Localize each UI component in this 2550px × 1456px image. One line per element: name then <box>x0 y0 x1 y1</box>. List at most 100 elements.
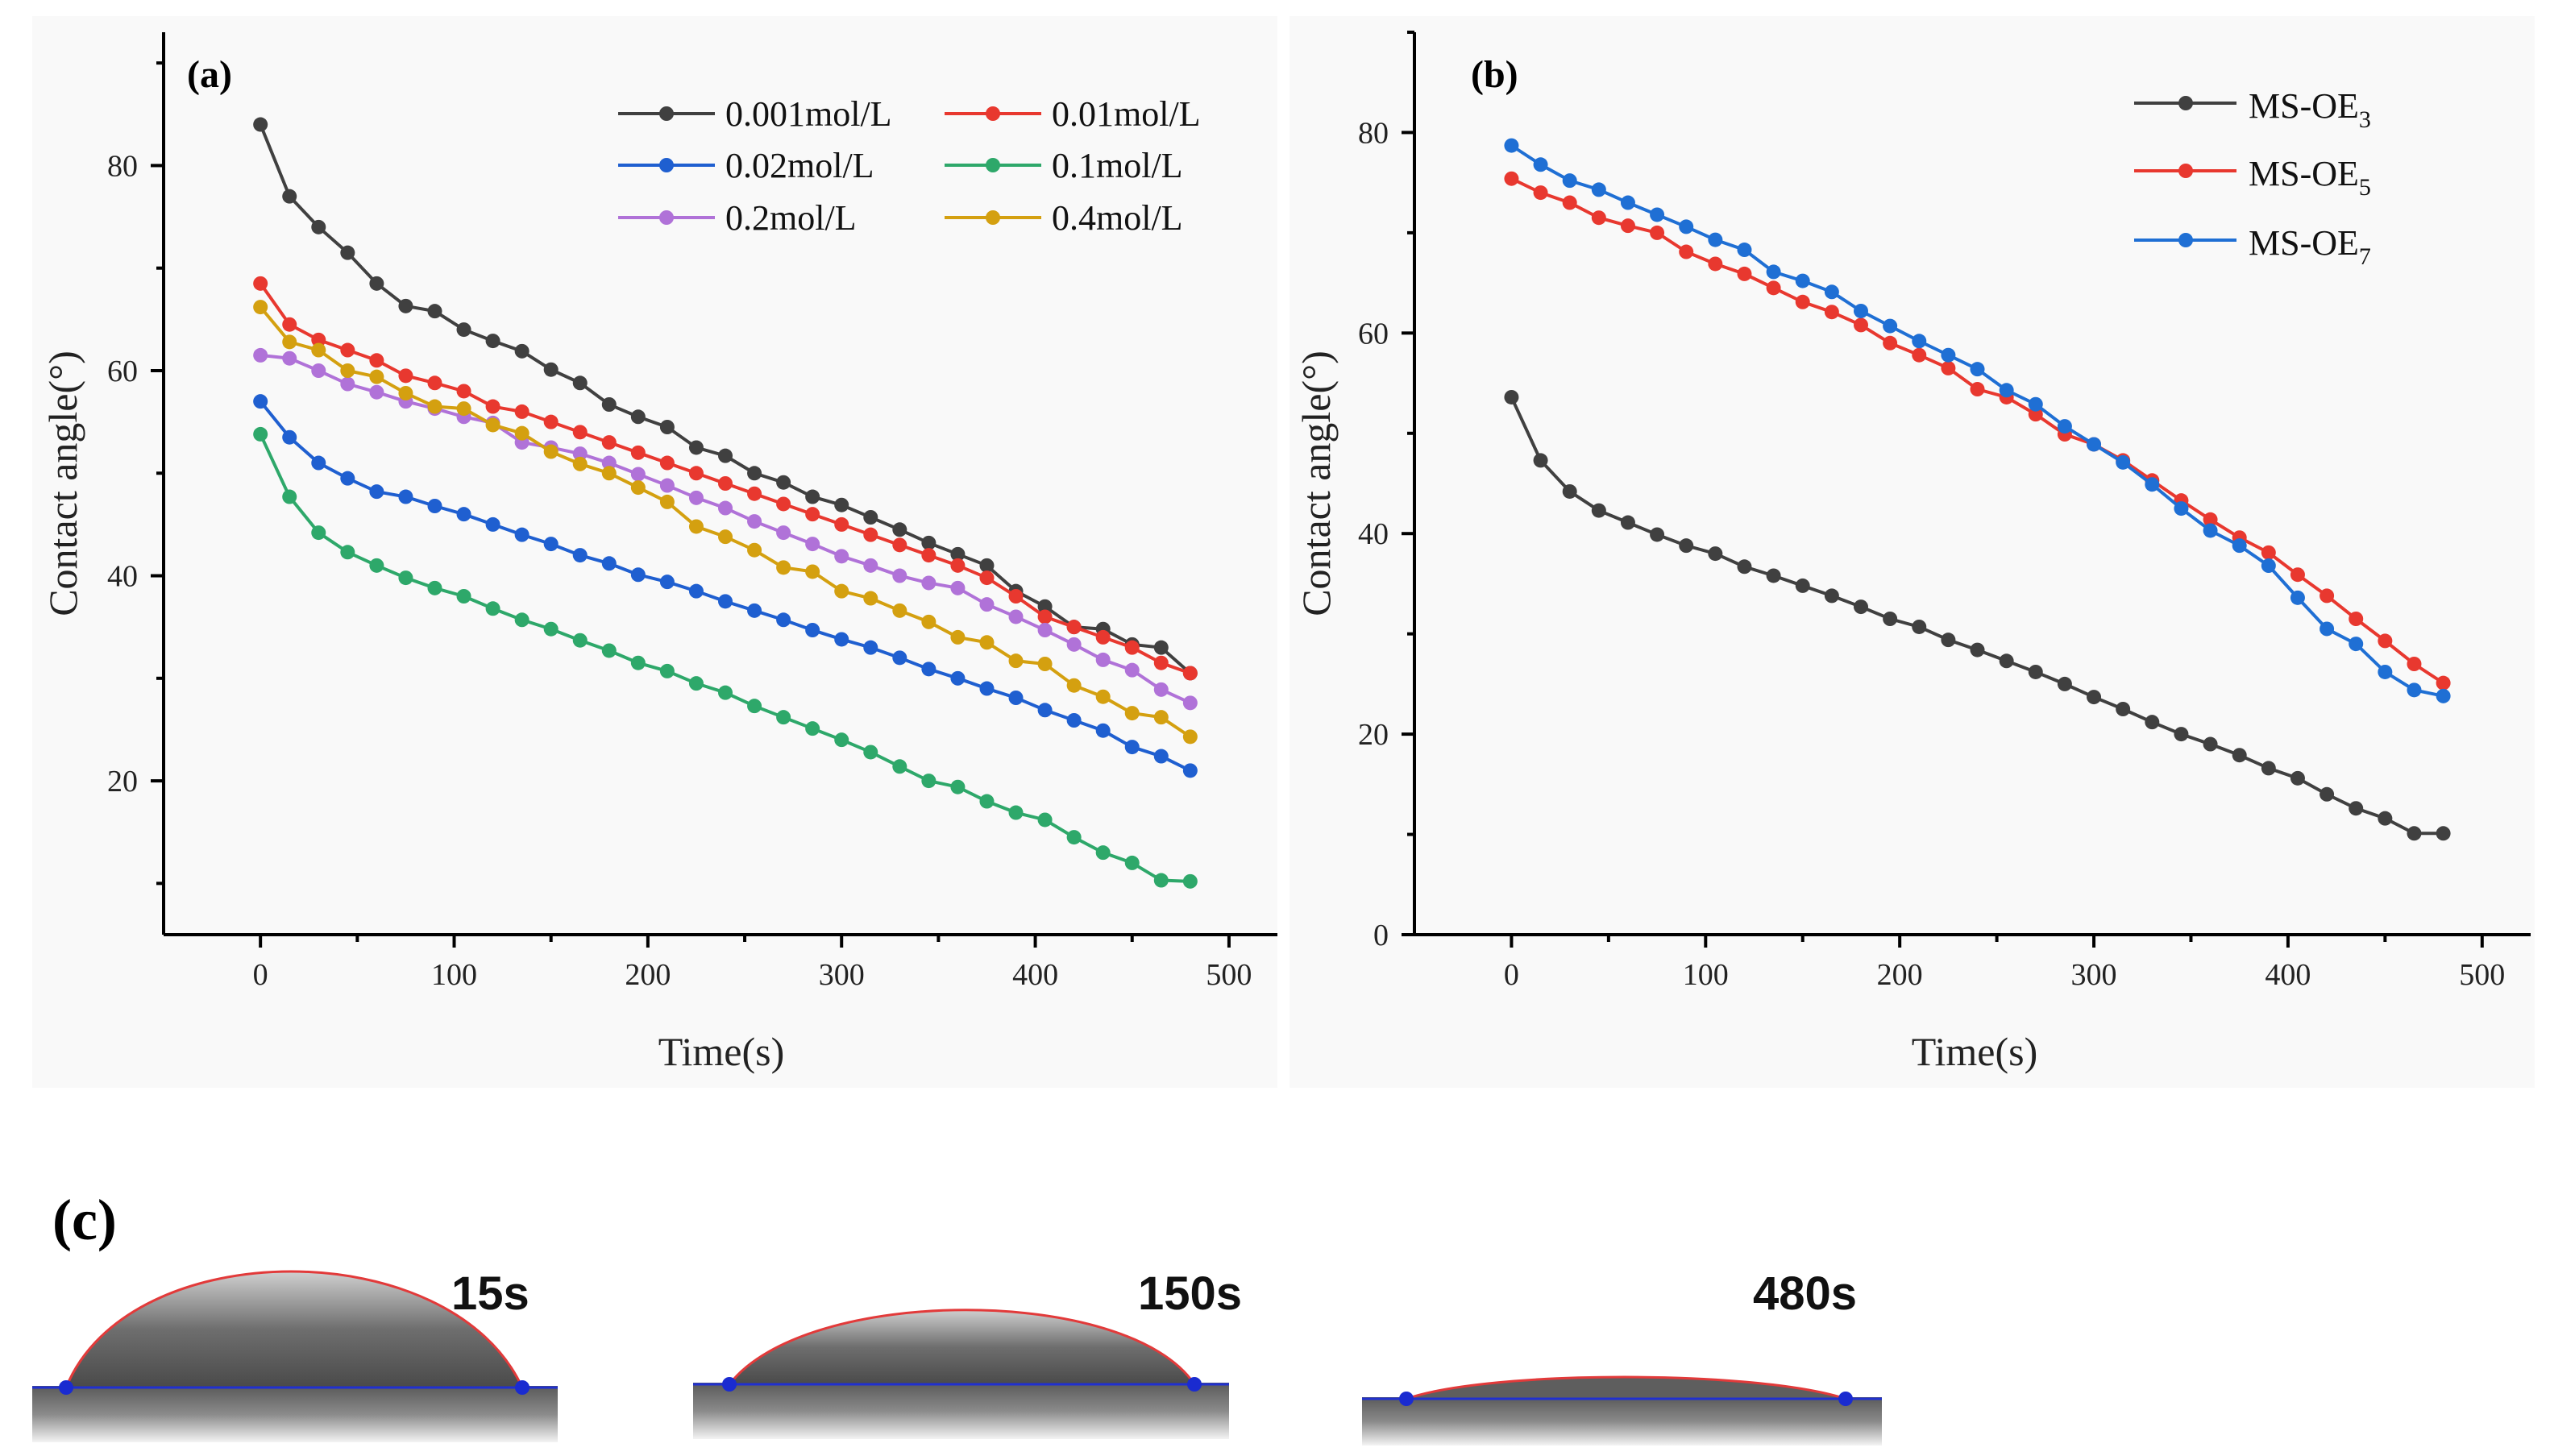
chart-a-data-point <box>1037 609 1053 624</box>
chart-b-data-point <box>1591 210 1606 226</box>
chart-b-data-point <box>1912 334 1927 349</box>
chart-b-data-point <box>2057 419 2072 434</box>
chart-a-data-point <box>398 570 413 586</box>
chart-b-data-point <box>2087 690 2102 705</box>
legend-label: 0.001mol/L <box>725 94 892 134</box>
chart-b-x-tick-label: 0 <box>1504 958 1519 992</box>
chart-a-data-point <box>834 497 849 512</box>
panel-c-label: (c) <box>52 1188 117 1252</box>
chart-a-data-point <box>398 386 413 400</box>
fit-curve <box>728 1309 1196 1385</box>
chart-b-data-point <box>1941 347 1956 363</box>
chart-a-data-point <box>747 542 762 558</box>
chart-b-data-point <box>1883 318 1898 334</box>
chart-a-data-point <box>688 519 704 534</box>
chart-b-data-point <box>1941 633 1956 648</box>
chart-b-data-point <box>2057 676 2072 691</box>
chart-a-data-point <box>921 575 937 591</box>
chart-a-data-point <box>1066 713 1082 728</box>
chart-a-data-point <box>572 375 588 391</box>
chart-b-data-point <box>2320 786 2335 802</box>
chart-a-data-point <box>688 490 704 505</box>
chart-a-y-tick-label: 20 <box>107 765 138 799</box>
chart-a-data-point <box>979 794 995 809</box>
chart-a-x-tick-label: 100 <box>431 958 477 992</box>
panel-a-background <box>32 16 1277 1088</box>
chart-b-data-point <box>2407 826 2422 841</box>
chart-a-data-point <box>340 342 355 358</box>
chart-a-data-point <box>514 612 530 628</box>
legend-marker <box>2178 96 2193 110</box>
time-label: 15s <box>451 1267 530 1320</box>
chart-b-data-point <box>1824 284 1839 300</box>
chart-a-data-point <box>601 643 617 658</box>
chart-b-data-point <box>1999 383 2014 398</box>
chart-b-data-point <box>2232 748 2247 763</box>
chart-b-data-point <box>1504 138 1519 153</box>
chart-a-data-point <box>805 721 820 736</box>
chart-a-legend: 0.001mol/L 0.01mol/L 0.02mol/L 0.1mol/L <box>618 94 1201 238</box>
chart-a-data-point <box>1153 749 1169 764</box>
chart-b-data-point <box>2116 702 2131 716</box>
chart-a-x-tick-label: 300 <box>819 958 865 992</box>
chart-a-data-point <box>834 583 849 599</box>
chart-a-data-point <box>979 681 995 696</box>
chart-b-data-point <box>2174 727 2189 742</box>
chart-b-data-point <box>2261 545 2276 560</box>
chart-a-data-point <box>950 779 966 794</box>
chart-a-data-point <box>747 603 762 618</box>
chart-a-data-point <box>514 404 530 419</box>
chart-b-data-point <box>1679 244 1694 259</box>
chart-b-data-point <box>2378 664 2393 679</box>
chart-a-data-point <box>834 549 849 564</box>
legend-entry-0-01: 0.01mol/L <box>945 94 1201 134</box>
chart-b-data-point <box>1533 185 1548 201</box>
chart-a-data-point <box>456 384 471 399</box>
chart-a-data-point <box>369 369 384 384</box>
chart-b-data-point <box>2028 664 2043 679</box>
contact-point-right <box>1187 1377 1202 1392</box>
legend-marker <box>986 210 1000 225</box>
chart-b-legend: MS-OE3 MS-OE5 MS-OE7 <box>2134 86 2371 270</box>
chart-a-data-point <box>572 456 588 471</box>
chart-a-y-tick-label: 60 <box>107 355 138 388</box>
contact-point-right <box>1838 1392 1853 1406</box>
chart-b-data-point <box>2087 437 2102 452</box>
chart-a-data-point <box>340 376 355 392</box>
chart-b-data-point <box>1504 389 1519 404</box>
chart-a-data-point <box>1008 653 1024 669</box>
chart-a-data-point <box>1124 740 1140 755</box>
chart-b-data-point <box>2407 657 2422 671</box>
chart-a-data-point <box>340 245 355 260</box>
chart-a-data-point <box>1008 805 1024 820</box>
substrate <box>32 1386 558 1442</box>
legend-entry-0-001: 0.001mol/L <box>618 94 892 134</box>
chart-b-x-tick-label: 200 <box>1877 958 1923 992</box>
chart-a-data-point <box>572 633 588 648</box>
chart-a-series-2 <box>253 394 1198 778</box>
chart-a-data-point <box>688 676 704 691</box>
chart-a-data-point <box>1124 662 1140 678</box>
chart-a-data-point <box>863 591 878 606</box>
chart-a-data-point <box>1153 682 1169 697</box>
chart-b-data-point <box>1999 653 2014 669</box>
chart-a-data-point <box>747 466 762 481</box>
chart-a-data-point <box>892 650 907 666</box>
chart-a-data-point <box>1095 629 1111 645</box>
chart-a-data-point <box>892 537 907 553</box>
legend-label: 0.01mol/L <box>1052 94 1201 134</box>
chart-a-data-point <box>369 353 384 368</box>
chart-a-data-point <box>1095 723 1111 738</box>
chart-a-data-point <box>1124 855 1140 870</box>
chart-a-data-point <box>659 455 675 471</box>
chart-a-data-point <box>630 467 646 482</box>
chart-a-data-point <box>805 564 820 579</box>
legend-label: 0.02mol/L <box>725 146 874 185</box>
legend-marker <box>659 106 674 121</box>
time-label: 150s <box>1138 1267 1242 1320</box>
legend-marker <box>986 158 1000 172</box>
chart-b-data-point <box>2290 590 2305 605</box>
chart-b-data-point <box>1883 335 1898 351</box>
chart-b-data-point <box>1562 483 1577 499</box>
